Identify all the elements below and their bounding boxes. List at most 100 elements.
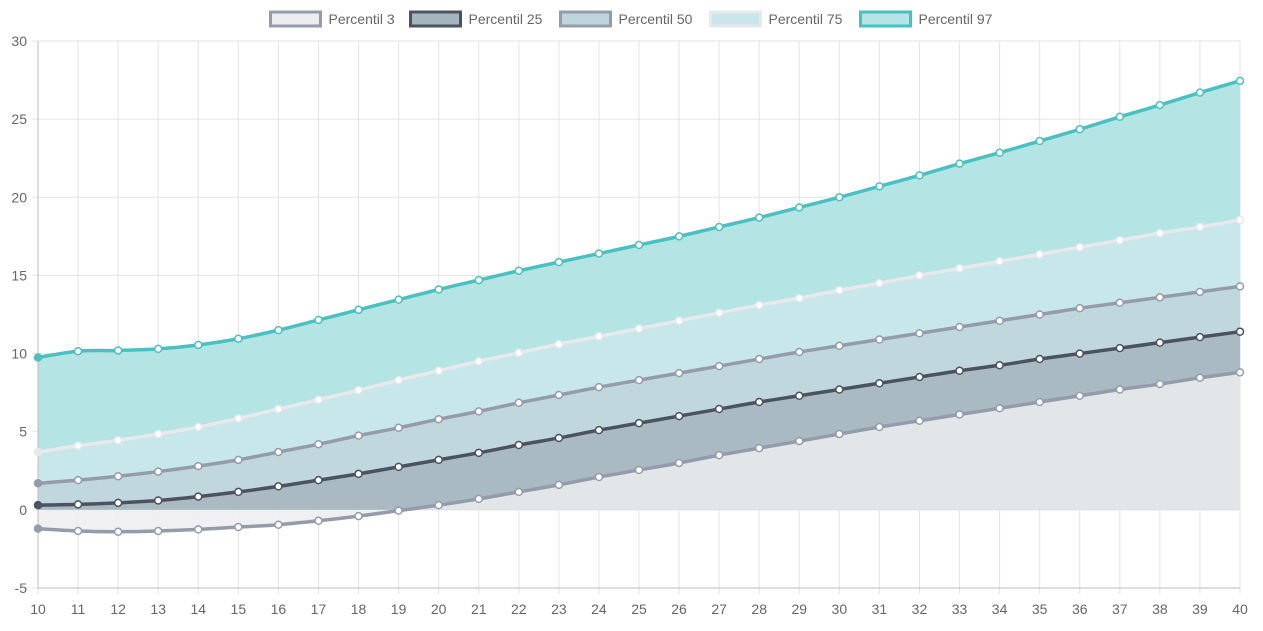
point-percentil-97[interactable] — [554, 257, 564, 267]
point-percentil-75[interactable] — [1235, 215, 1245, 225]
point-percentil-3[interactable] — [835, 429, 844, 439]
legend-item-percentil-3[interactable]: Percentil 3 — [269, 10, 395, 28]
point-percentil-75[interactable] — [314, 395, 323, 404]
point-percentil-3[interactable] — [474, 494, 483, 504]
point-percentil-3[interactable] — [875, 422, 884, 432]
point-percentil-25[interactable] — [1235, 327, 1245, 336]
point-percentil-97[interactable] — [1195, 88, 1205, 97]
point-percentil-97[interactable] — [674, 232, 684, 241]
point-percentil-50[interactable] — [995, 316, 1004, 326]
point-percentil-25[interactable] — [714, 404, 724, 414]
point-percentil-75[interactable] — [73, 441, 83, 451]
point-percentil-97[interactable] — [274, 325, 283, 335]
point-percentil-50[interactable] — [594, 382, 604, 392]
point-percentil-25[interactable] — [113, 498, 123, 508]
point-percentil-75[interactable] — [113, 436, 123, 445]
point-percentil-75[interactable] — [514, 348, 524, 358]
point-percentil-75[interactable] — [634, 324, 644, 333]
point-percentil-50[interactable] — [194, 461, 203, 471]
point-percentil-50[interactable] — [514, 398, 524, 408]
point-percentil-97[interactable] — [354, 305, 363, 315]
point-percentil-25[interactable] — [1075, 349, 1084, 358]
point-percentil-3[interactable] — [1235, 368, 1245, 377]
point-percentil-97[interactable] — [1075, 125, 1084, 134]
point-percentil-50[interactable] — [674, 368, 684, 378]
point-percentil-97[interactable] — [33, 353, 43, 362]
point-percentil-50[interactable] — [1155, 293, 1165, 302]
point-percentil-3[interactable] — [434, 500, 443, 510]
point-percentil-75[interactable] — [234, 414, 243, 423]
point-percentil-3[interactable] — [274, 520, 283, 529]
point-percentil-97[interactable] — [314, 315, 323, 325]
point-percentil-25[interactable] — [594, 425, 604, 435]
point-percentil-97[interactable] — [835, 193, 844, 202]
point-percentil-3[interactable] — [33, 524, 43, 533]
point-percentil-25[interactable] — [33, 500, 43, 510]
point-percentil-3[interactable] — [1035, 397, 1044, 407]
point-percentil-50[interactable] — [1075, 303, 1084, 313]
point-percentil-97[interactable] — [754, 213, 764, 222]
point-percentil-25[interactable] — [554, 433, 564, 443]
point-percentil-75[interactable] — [955, 264, 964, 273]
point-percentil-50[interactable] — [234, 455, 243, 465]
point-percentil-25[interactable] — [73, 500, 83, 509]
point-percentil-97[interactable] — [795, 203, 804, 212]
point-percentil-3[interactable] — [1195, 373, 1205, 383]
point-percentil-3[interactable] — [394, 506, 403, 515]
point-percentil-25[interactable] — [194, 492, 203, 501]
point-percentil-25[interactable] — [674, 411, 684, 421]
legend-item-percentil-25[interactable]: Percentil 25 — [409, 10, 543, 28]
point-percentil-75[interactable] — [1195, 222, 1205, 232]
point-percentil-50[interactable] — [153, 467, 163, 476]
point-percentil-75[interactable] — [795, 293, 804, 303]
point-percentil-25[interactable] — [875, 379, 884, 388]
point-percentil-3[interactable] — [1115, 385, 1125, 394]
point-percentil-75[interactable] — [754, 300, 764, 310]
point-percentil-97[interactable] — [915, 171, 924, 180]
point-percentil-97[interactable] — [514, 266, 524, 275]
point-percentil-50[interactable] — [1035, 310, 1044, 319]
point-percentil-50[interactable] — [434, 414, 443, 424]
point-percentil-3[interactable] — [995, 404, 1004, 413]
point-percentil-75[interactable] — [274, 404, 283, 414]
point-percentil-3[interactable] — [554, 480, 564, 490]
point-percentil-75[interactable] — [594, 332, 604, 341]
point-percentil-25[interactable] — [795, 391, 804, 401]
point-percentil-25[interactable] — [474, 448, 483, 458]
point-percentil-50[interactable] — [113, 472, 123, 481]
point-percentil-97[interactable] — [875, 182, 884, 191]
point-percentil-75[interactable] — [153, 429, 163, 439]
point-percentil-25[interactable] — [1195, 332, 1205, 342]
point-percentil-75[interactable] — [354, 386, 363, 395]
point-percentil-25[interactable] — [153, 496, 163, 505]
legend-item-percentil-97[interactable]: Percentil 97 — [859, 10, 993, 28]
point-percentil-25[interactable] — [314, 475, 323, 485]
point-percentil-25[interactable] — [234, 487, 243, 497]
point-percentil-97[interactable] — [594, 249, 604, 258]
point-percentil-25[interactable] — [514, 440, 524, 450]
point-percentil-50[interactable] — [354, 431, 363, 440]
point-percentil-97[interactable] — [153, 344, 163, 354]
point-percentil-3[interactable] — [153, 526, 163, 536]
point-percentil-97[interactable] — [113, 346, 123, 355]
point-percentil-25[interactable] — [1115, 343, 1125, 353]
point-percentil-97[interactable] — [1035, 136, 1044, 146]
point-percentil-25[interactable] — [955, 366, 964, 376]
point-percentil-50[interactable] — [1195, 287, 1205, 297]
point-percentil-3[interactable] — [314, 516, 323, 526]
point-percentil-25[interactable] — [915, 372, 924, 382]
legend-item-percentil-50[interactable]: Percentil 50 — [559, 10, 693, 28]
point-percentil-50[interactable] — [955, 322, 964, 332]
point-percentil-3[interactable] — [1155, 379, 1165, 389]
point-percentil-3[interactable] — [915, 416, 924, 426]
point-percentil-75[interactable] — [554, 339, 564, 349]
point-percentil-25[interactable] — [394, 462, 403, 472]
point-percentil-75[interactable] — [394, 375, 403, 385]
point-percentil-50[interactable] — [875, 335, 884, 344]
point-percentil-50[interactable] — [714, 361, 724, 371]
point-percentil-3[interactable] — [795, 436, 804, 446]
point-percentil-75[interactable] — [674, 316, 684, 326]
point-percentil-3[interactable] — [73, 526, 83, 536]
legend[interactable]: Percentil 3 Percentil 25 Percentil 50 Perce… — [269, 10, 993, 28]
point-percentil-3[interactable] — [113, 527, 123, 536]
